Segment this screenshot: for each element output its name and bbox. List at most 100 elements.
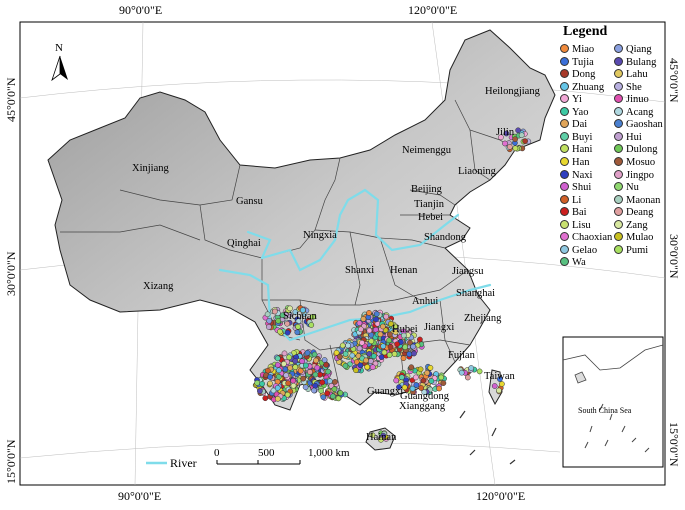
bottom-coord-120: 120°0'0"E (476, 489, 526, 503)
sample-point (321, 357, 328, 363)
legend-swatch-icon (614, 244, 623, 254)
sample-point (356, 345, 363, 352)
legend-swatch-icon (614, 119, 623, 129)
nine-dash (459, 410, 516, 465)
legend-item-deang: Deang (614, 207, 653, 218)
sample-point (383, 313, 389, 320)
sample-point (424, 370, 430, 376)
upper-river (246, 230, 272, 260)
legend-item-nu: Nu (614, 182, 639, 193)
sample-point (267, 380, 273, 387)
inset-map (562, 336, 664, 468)
sample-point (366, 310, 372, 316)
province-tianjin: Tianjin (414, 199, 444, 210)
province-neimenggu: Neimenggu (402, 145, 451, 156)
legend-item-wa: Wa (560, 257, 586, 268)
sample-point (502, 140, 508, 147)
sample-point (319, 379, 326, 386)
sample-point (290, 382, 297, 389)
legend-label: She (626, 81, 642, 93)
legend-swatch-icon (614, 194, 623, 204)
sample-point (313, 357, 319, 364)
legend-item-dulong: Dulong (614, 144, 658, 155)
legend-item-buyi: Buyi (560, 131, 592, 143)
legend-swatch-icon (614, 69, 623, 79)
sample-point (503, 130, 510, 137)
legend-item-lahu: Lahu (614, 69, 648, 80)
sample-point (290, 377, 297, 384)
inset-label: South China Sea (578, 406, 632, 415)
legend-label: Jinuo (626, 94, 649, 106)
sample-point (476, 368, 483, 375)
sample-point (391, 351, 398, 357)
legend-label: Acang (626, 106, 654, 118)
sample-point (302, 362, 309, 369)
legend-label: Bulang (626, 56, 657, 68)
sample-point (320, 394, 327, 401)
sample-point (285, 380, 291, 387)
legend-swatch-icon (560, 182, 569, 192)
legend-item-han: Han (560, 156, 590, 168)
yangtze-river (218, 268, 492, 342)
scale-label-1000: 1,000 km (308, 447, 350, 459)
legend-item-hani: Hani (560, 144, 592, 155)
legend-swatch-icon (560, 131, 569, 141)
legend-label: Hani (572, 144, 593, 156)
sample-point (417, 336, 423, 343)
legend-label: Miao (572, 44, 595, 55)
sample-point (369, 432, 376, 439)
province-xizang: Xizang (143, 281, 174, 292)
sample-point (410, 343, 416, 350)
sample-point (331, 386, 338, 393)
sample-point (311, 351, 318, 358)
legend-item-gelao: Gelao (560, 244, 598, 256)
legend-swatch-icon (614, 207, 623, 217)
legend-swatch-icon (560, 81, 569, 91)
legend-swatch-icon (614, 106, 623, 116)
sample-point (512, 145, 519, 152)
sample-point (270, 387, 277, 394)
legend-item-chaoxian: Chaoxian (560, 232, 612, 243)
sample-point (411, 350, 417, 357)
right-coord-15: 15°0'0"N (667, 422, 681, 467)
legend-swatch-icon (614, 156, 623, 166)
legend-swatch-icon (560, 194, 569, 204)
legend-label: Bai (572, 207, 587, 219)
sample-point (295, 323, 301, 330)
legend-label: Shui (572, 182, 592, 194)
sample-point (468, 365, 475, 371)
river-legend-label: River (170, 456, 197, 470)
legend-item-bai: Bai (560, 207, 587, 218)
legend-label: Gelao (572, 244, 598, 256)
sample-point (294, 329, 301, 336)
sample-point (276, 367, 282, 374)
legend-swatch-icon (560, 257, 569, 267)
sample-point (257, 388, 263, 394)
legend-item-pumi: Pumi (614, 244, 648, 256)
sample-point (522, 138, 528, 144)
sample-point (332, 379, 338, 385)
legend-swatch-icon (614, 81, 623, 91)
legend-label: Li (572, 194, 582, 206)
legend-item-zhuang: Zhuang (560, 81, 604, 93)
province-heilongjiang: Heilongjiang (485, 86, 540, 97)
legend-label: Zang (626, 219, 648, 231)
sample-point (387, 343, 394, 350)
sample-point (336, 353, 343, 360)
sample-point (496, 387, 502, 394)
legend-item-jinuo: Jinuo (614, 94, 649, 105)
sample-point (300, 307, 306, 313)
sample-point (312, 382, 319, 389)
sample-point (314, 364, 321, 371)
sample-point (515, 127, 521, 134)
sample-point (292, 364, 299, 370)
sample-point (337, 390, 344, 396)
left-coord-15: 15°0'0"N (4, 439, 18, 484)
sample-point (339, 342, 346, 349)
legend-swatch-icon (560, 144, 569, 154)
sample-point (304, 349, 311, 356)
legend-label: Jingpo (626, 169, 655, 181)
legend-item-lisu: Lisu (560, 219, 591, 231)
legend-item-dai: Dai (560, 119, 587, 130)
legend-label: Nu (626, 182, 639, 194)
